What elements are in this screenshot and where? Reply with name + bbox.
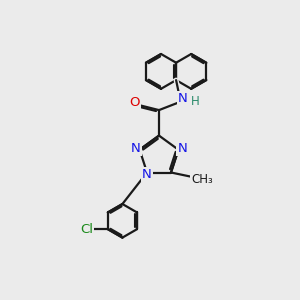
- Text: N: N: [178, 92, 188, 105]
- Text: O: O: [129, 96, 140, 109]
- Text: H: H: [190, 94, 200, 108]
- Text: CH₃: CH₃: [191, 172, 213, 186]
- Text: N: N: [177, 142, 187, 155]
- Text: Cl: Cl: [80, 223, 93, 236]
- Text: N: N: [142, 168, 152, 182]
- Text: N: N: [131, 142, 141, 155]
